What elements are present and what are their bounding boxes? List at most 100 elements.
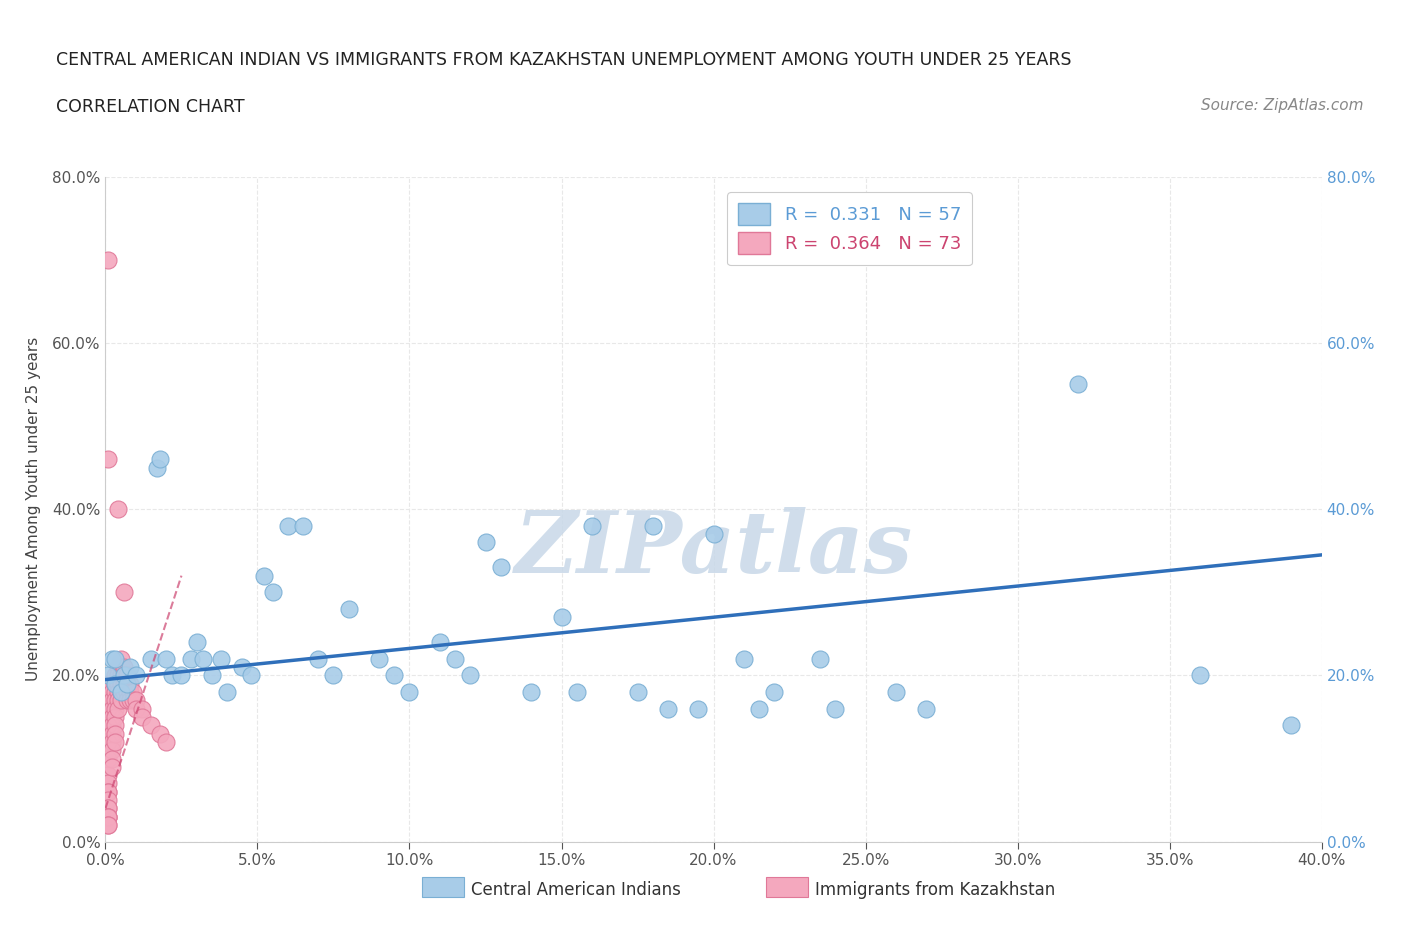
Point bbox=[112, 676, 135, 691]
Point bbox=[191, 651, 214, 666]
Point bbox=[97, 809, 120, 824]
Point bbox=[121, 693, 143, 708]
Point bbox=[103, 710, 125, 724]
Point bbox=[565, 684, 588, 699]
Point bbox=[103, 668, 125, 683]
Point bbox=[100, 735, 122, 750]
Point bbox=[118, 684, 141, 699]
Point bbox=[748, 701, 770, 716]
Point bbox=[626, 684, 648, 699]
Point bbox=[103, 701, 125, 716]
Point bbox=[915, 701, 938, 716]
Text: ZIPatlas: ZIPatlas bbox=[515, 508, 912, 591]
Point bbox=[186, 635, 208, 650]
Point bbox=[103, 726, 125, 741]
Text: Source: ZipAtlas.com: Source: ZipAtlas.com bbox=[1201, 98, 1364, 113]
Point bbox=[115, 668, 138, 683]
Point bbox=[110, 684, 132, 699]
Point bbox=[100, 693, 122, 708]
Text: CORRELATION CHART: CORRELATION CHART bbox=[56, 98, 245, 115]
Point bbox=[702, 526, 725, 541]
Point bbox=[1279, 718, 1302, 733]
Point bbox=[763, 684, 786, 699]
Point bbox=[97, 684, 120, 699]
Point bbox=[231, 659, 253, 674]
Point bbox=[97, 792, 120, 807]
Point bbox=[100, 751, 122, 766]
Point bbox=[240, 668, 263, 683]
Point bbox=[103, 735, 125, 750]
Point bbox=[382, 668, 405, 683]
Point bbox=[103, 693, 125, 708]
Point bbox=[103, 676, 125, 691]
Point bbox=[641, 518, 664, 533]
Point bbox=[107, 701, 129, 716]
Point bbox=[112, 668, 135, 683]
Point bbox=[100, 743, 122, 758]
Point bbox=[688, 701, 710, 716]
Point bbox=[125, 693, 148, 708]
Text: Immigrants from Kazakhstan: Immigrants from Kazakhstan bbox=[815, 881, 1056, 899]
Point bbox=[97, 817, 120, 832]
Point bbox=[97, 751, 120, 766]
Point bbox=[155, 651, 177, 666]
Point bbox=[458, 668, 481, 683]
Point bbox=[489, 560, 512, 575]
Point bbox=[307, 651, 329, 666]
Point bbox=[112, 668, 135, 683]
Point bbox=[97, 718, 120, 733]
Point bbox=[100, 684, 122, 699]
Point bbox=[429, 635, 451, 650]
Point bbox=[217, 684, 239, 699]
Point bbox=[110, 651, 132, 666]
Point bbox=[474, 535, 496, 550]
Point bbox=[149, 452, 172, 467]
Point bbox=[201, 668, 224, 683]
Point bbox=[149, 726, 172, 741]
Point bbox=[808, 651, 831, 666]
Point bbox=[139, 718, 162, 733]
Point bbox=[1067, 377, 1090, 392]
Point bbox=[155, 735, 177, 750]
Point bbox=[262, 585, 284, 600]
Point bbox=[209, 651, 232, 666]
Point bbox=[292, 518, 315, 533]
Point bbox=[97, 768, 120, 783]
Point bbox=[121, 684, 143, 699]
Point bbox=[115, 684, 138, 699]
Point bbox=[100, 710, 122, 724]
Point bbox=[103, 676, 125, 691]
Point bbox=[107, 684, 129, 699]
Point bbox=[110, 684, 132, 699]
Point bbox=[118, 676, 141, 691]
Point bbox=[733, 651, 755, 666]
Point bbox=[131, 701, 153, 716]
Point bbox=[103, 684, 125, 699]
Point bbox=[107, 659, 129, 674]
Point bbox=[337, 602, 360, 617]
Point bbox=[97, 784, 120, 799]
Point bbox=[97, 809, 120, 824]
Point bbox=[97, 784, 120, 799]
Point bbox=[125, 701, 148, 716]
Point bbox=[550, 610, 572, 625]
Point bbox=[107, 676, 129, 691]
Point bbox=[146, 460, 169, 475]
Point bbox=[107, 668, 129, 683]
Point bbox=[107, 502, 129, 517]
Point bbox=[322, 668, 344, 683]
Point bbox=[97, 452, 120, 467]
Point bbox=[97, 252, 120, 267]
Point bbox=[97, 809, 120, 824]
Point bbox=[97, 668, 120, 683]
Point bbox=[100, 760, 122, 775]
Point bbox=[97, 776, 120, 790]
Point bbox=[100, 651, 122, 666]
Point bbox=[581, 518, 603, 533]
Point bbox=[100, 718, 122, 733]
Point bbox=[100, 701, 122, 716]
Point bbox=[444, 651, 467, 666]
Point bbox=[97, 801, 120, 816]
Legend: R =  0.331   N = 57, R =  0.364   N = 73: R = 0.331 N = 57, R = 0.364 N = 73 bbox=[727, 193, 972, 265]
Point bbox=[824, 701, 846, 716]
